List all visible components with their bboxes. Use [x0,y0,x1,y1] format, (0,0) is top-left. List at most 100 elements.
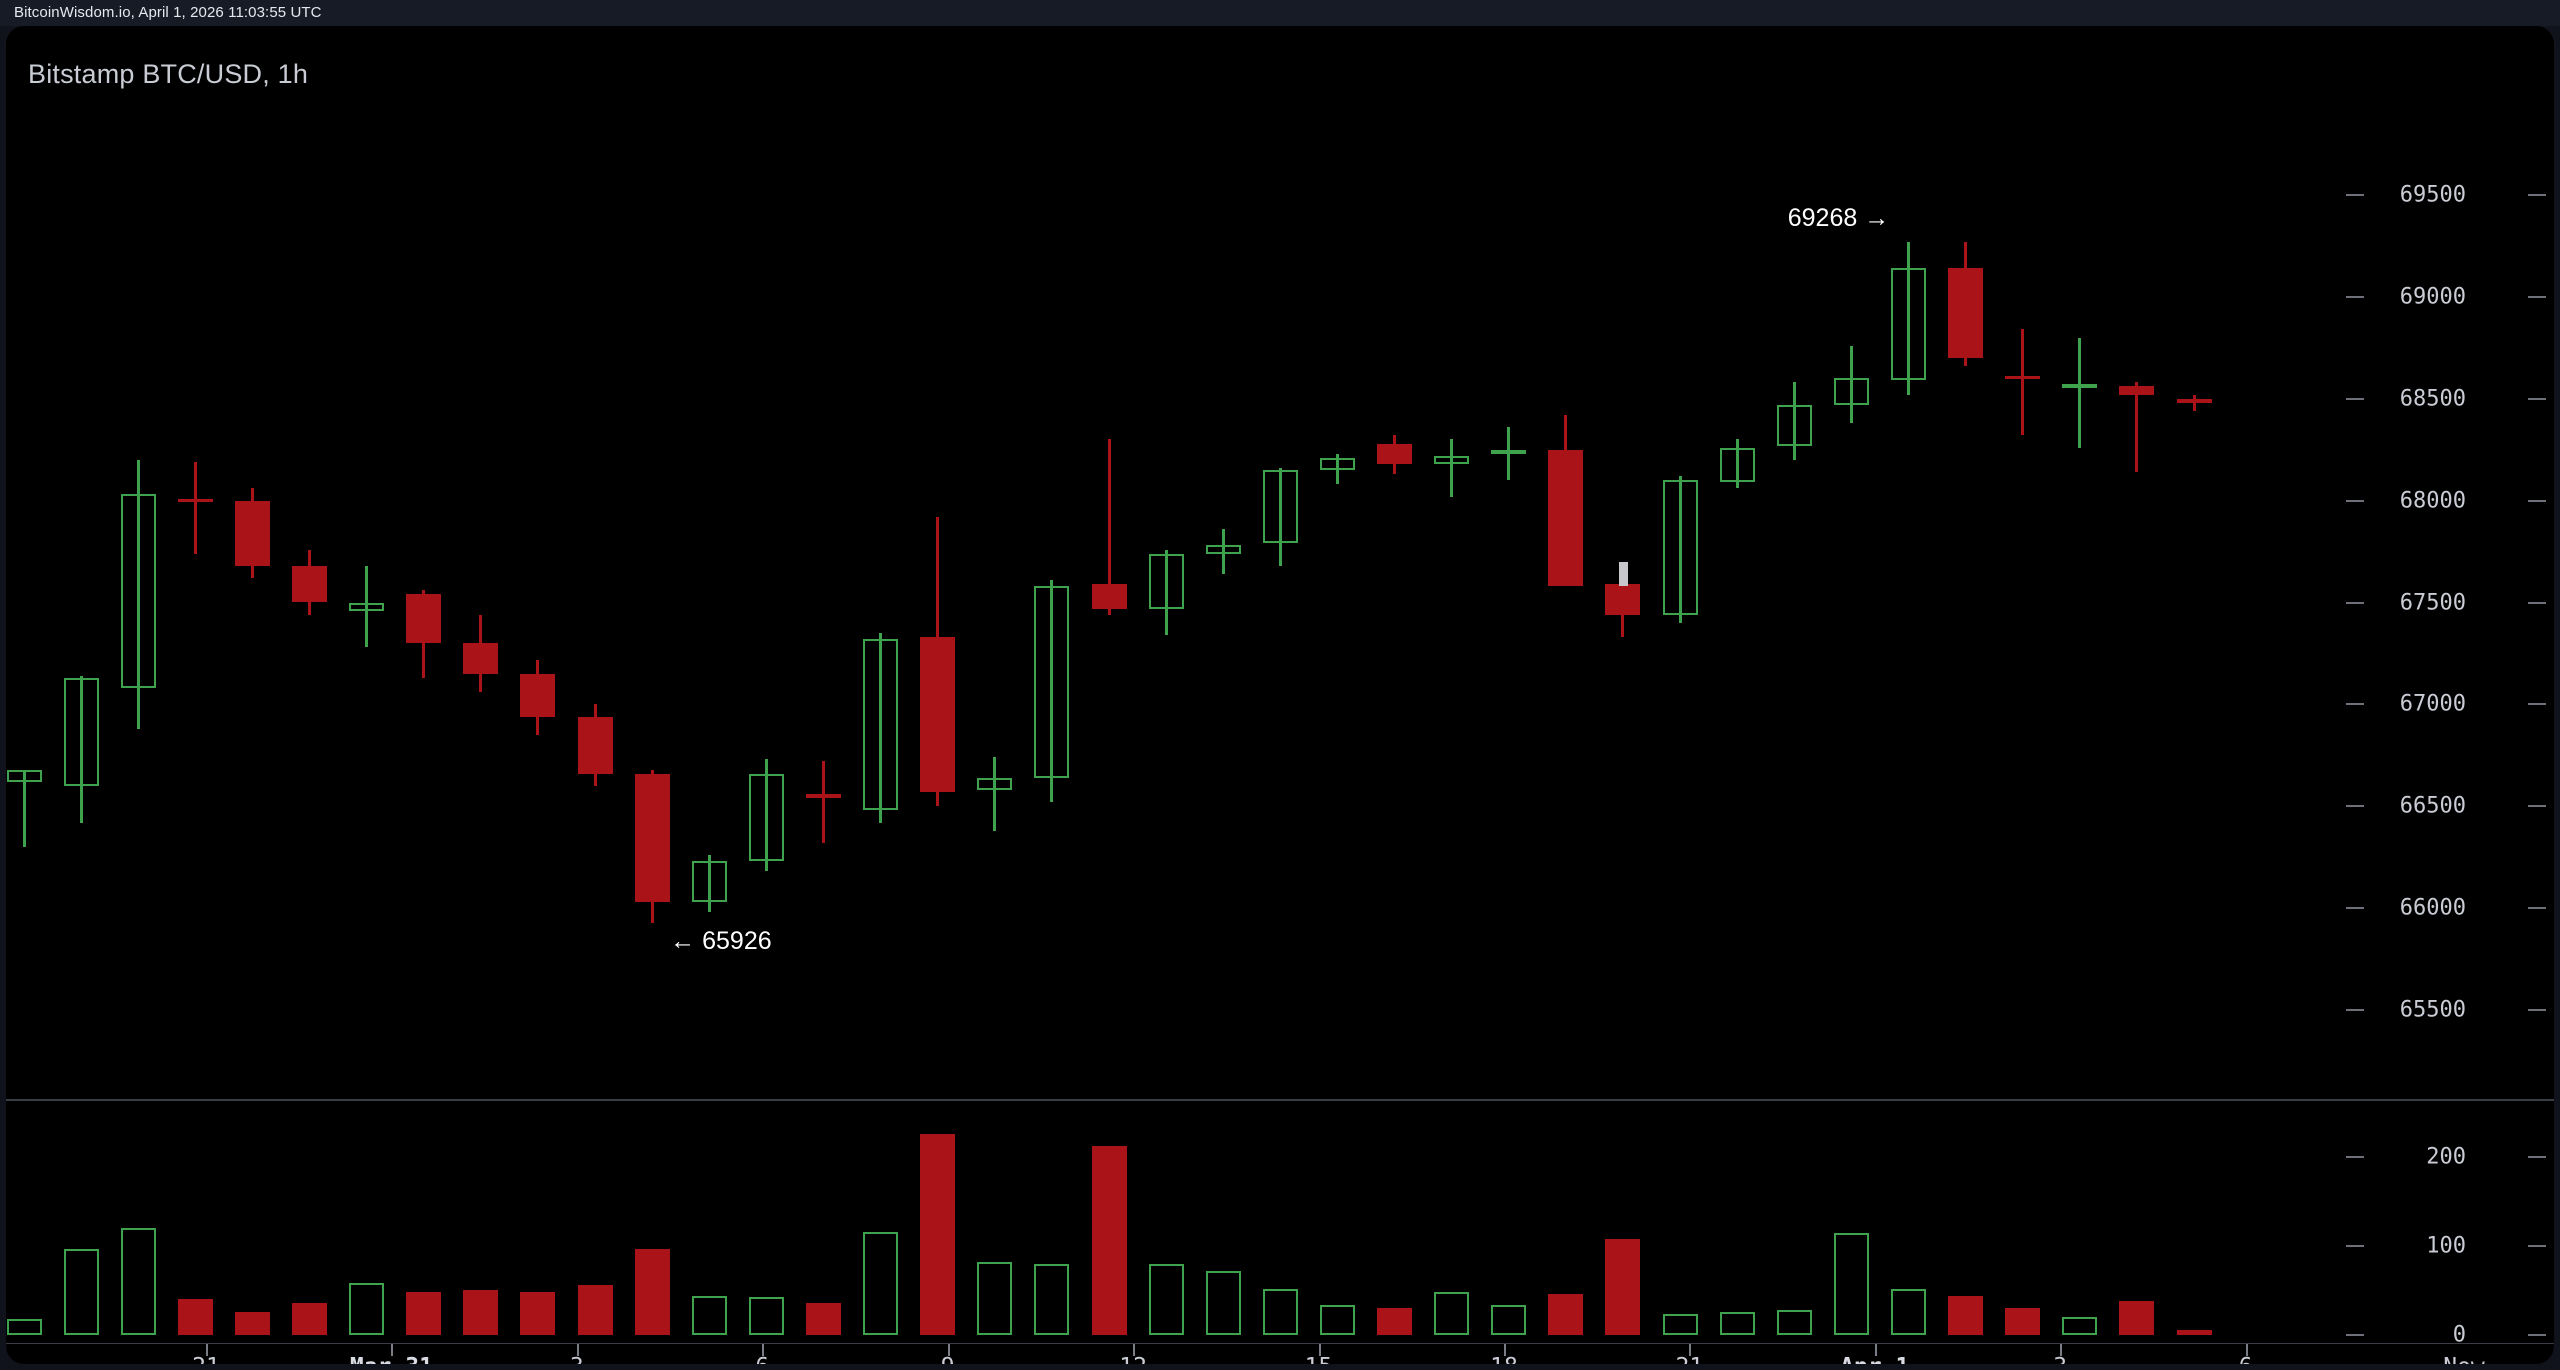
time-axis[interactable]: 21 Mar 31 3 6 9 12 15 18 21 Apr 1 3 6 Now [6,1344,2554,1364]
volume-bar[interactable] [2119,1301,2155,1335]
candle-body [2005,376,2041,380]
time-axis-label: 9 [941,1354,955,1364]
candle-wick [2192,394,2196,411]
time-axis-tick [2060,1344,2063,1356]
volume-bar[interactable] [1948,1295,1984,1335]
candle-wick [2078,337,2082,448]
candle-wick [136,459,140,729]
volume-bar[interactable] [463,1290,499,1335]
volume-bar[interactable] [1148,1263,1184,1335]
volume-bar[interactable] [748,1296,784,1335]
volume-bar[interactable] [1605,1238,1641,1335]
candle-body [1605,584,1641,615]
time-axis-tick [762,1344,765,1356]
volume-bar[interactable] [6,1318,42,1335]
candle-body [1833,378,1869,405]
price-panel[interactable]: 69268 → ← 65926 69500 69000 68500 68000 67500… [6,26,2554,1076]
volume-bar[interactable] [920,1134,956,1335]
price-axis-label: 67000 [2399,691,2466,717]
candle-wick [879,633,883,823]
price-axis-label: 66000 [2399,895,2466,921]
candle-wick [1792,382,1796,460]
volume-plot-area[interactable] [6,1103,2354,1343]
price-axis-tick [2346,805,2364,808]
candle-wick [2135,382,2139,473]
volume-bar[interactable] [1548,1293,1584,1335]
price-axis-label: 65500 [2399,997,2466,1023]
volume-bar[interactable] [1776,1310,1812,1335]
volume-bar[interactable] [977,1261,1013,1335]
volume-bar[interactable] [1319,1304,1355,1335]
candle-body [1262,470,1298,544]
price-axis-tick [2346,601,2364,604]
price-axis[interactable]: 69500 69000 68500 68000 67500 67000 66500 66000… [2354,26,2554,1076]
candle-wick [1735,439,1739,489]
volume-axis-label: 200 [2426,1144,2466,1170]
candle-wick [193,461,197,554]
volume-bar[interactable] [805,1302,841,1335]
price-axis-tick [2346,193,2364,196]
volume-bar[interactable] [634,1249,670,1335]
price-axis-label: 66500 [2399,793,2466,819]
volume-panel[interactable]: 200 100 0 [6,1103,2554,1343]
volume-bar[interactable] [2005,1308,2041,1335]
time-axis-label: 21 [192,1354,220,1364]
candle-body [977,777,1013,790]
volume-bar[interactable] [234,1311,270,1335]
candle-body [1890,268,1926,381]
volume-bar[interactable] [1833,1233,1869,1335]
volume-bar[interactable] [1091,1145,1127,1335]
candle-body [1776,404,1812,446]
price-axis-tick [2528,601,2546,604]
candle-wick [1849,345,1853,424]
price-axis-tick [2528,397,2546,400]
volume-axis-tick [2346,1155,2364,1158]
volume-bar[interactable] [120,1228,156,1335]
time-axis-label: 21 [1676,1354,1704,1364]
time-axis-tick [1503,1344,1506,1356]
price-axis-tick [2528,295,2546,298]
volume-bar[interactable] [1205,1270,1241,1335]
volume-bar[interactable] [520,1292,556,1335]
candle-body [1148,553,1184,609]
volume-bar[interactable] [1890,1288,1926,1335]
candle-wick [1278,468,1282,566]
volume-bar[interactable] [1662,1313,1698,1335]
candle-wick [993,757,997,831]
volume-bar[interactable] [1491,1304,1527,1335]
volume-bar[interactable] [1262,1288,1298,1335]
volume-bar[interactable] [577,1285,613,1335]
candle-body [920,637,956,792]
candle-body [1948,268,1984,358]
volume-bar[interactable] [177,1299,213,1335]
volume-bar[interactable] [63,1249,99,1335]
volume-bar[interactable] [863,1231,899,1335]
volume-bar[interactable] [1434,1292,1470,1335]
volume-bar[interactable] [691,1295,727,1335]
candle-wick [365,565,369,648]
candle-body [1091,584,1127,609]
cursor-marker[interactable] [1618,561,1628,586]
candle-body [234,500,270,566]
candle-body [1548,449,1584,587]
volume-axis[interactable]: 200 100 0 [2354,1103,2554,1343]
volume-bar[interactable] [1719,1311,1755,1335]
volume-bar[interactable] [292,1302,328,1335]
volume-bar[interactable] [2176,1329,2212,1335]
candle-body [1491,449,1527,454]
candle-wick [1221,529,1225,574]
price-plot-area[interactable]: 69268 → ← 65926 [6,26,2354,1076]
price-axis-label: 69000 [2399,284,2466,310]
volume-bar[interactable] [1034,1263,1070,1335]
candle-wick [821,761,825,843]
time-axis-label: Apr 1 [1840,1354,1909,1364]
volume-bar[interactable] [2062,1317,2098,1335]
volume-bar[interactable] [406,1292,442,1335]
candle-body [463,643,499,674]
price-axis-tick [2346,907,2364,910]
candle-body [577,716,613,774]
volume-axis-tick [2528,1334,2546,1336]
volume-bar[interactable] [1377,1308,1413,1335]
volume-bar[interactable] [349,1283,385,1335]
